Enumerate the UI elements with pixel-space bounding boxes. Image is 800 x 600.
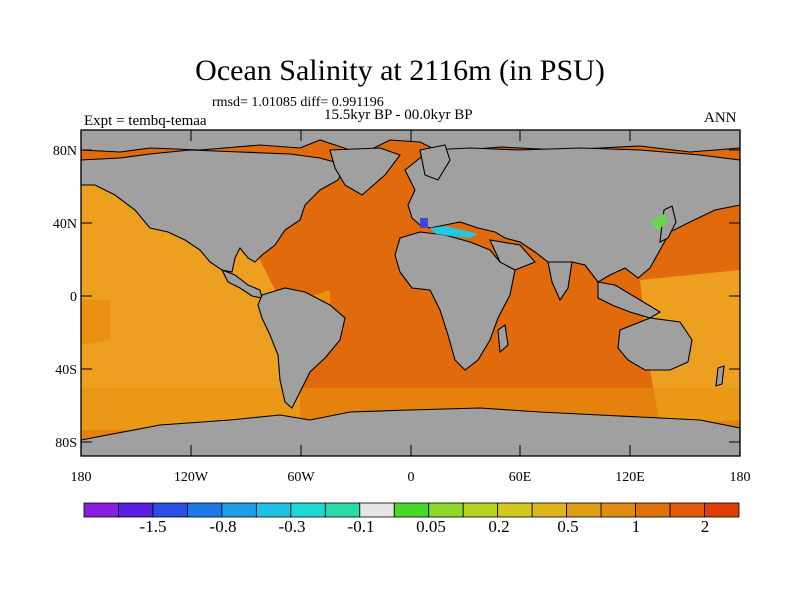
colorbar-swatch [83, 502, 119, 518]
colorbar-label: 1 [632, 517, 641, 536]
lon-label-60w: 60W [287, 470, 315, 485]
land-madagascar [497, 324, 509, 354]
salinity-map [80, 129, 741, 457]
colorbar-swatch [221, 502, 257, 518]
land-india [547, 261, 573, 302]
land-arabia [489, 239, 536, 271]
lon-label-180w: 180 [71, 470, 92, 485]
lat-label-0: 0 [70, 290, 77, 305]
lon-label-60e: 60E [509, 470, 532, 485]
colorbar-swatch [290, 502, 326, 518]
colorbar-label: -0.8 [210, 517, 237, 536]
mediterranean-cyan [430, 226, 478, 238]
colorbar-label: 2 [701, 517, 710, 536]
colorbar-swatch [531, 502, 568, 518]
colorbar-swatch [704, 502, 740, 518]
land-australia [617, 317, 693, 371]
land-north-america [80, 149, 346, 273]
colorbar-label: 0.05 [416, 517, 446, 536]
colorbar-swatch [600, 502, 636, 518]
colorbar-swatch [497, 502, 533, 518]
mediterranean-blue [420, 218, 428, 228]
ocean-zone-equatorial [81, 300, 110, 345]
colorbar-swatch [324, 502, 361, 518]
colorbar-swatch [462, 502, 499, 518]
colorbar-swatch [359, 502, 395, 518]
colorbar-label: -0.3 [279, 517, 306, 536]
lat-tick-marks [81, 149, 740, 443]
lon-tick-marks [190, 130, 631, 456]
lat-label-40n: 40N [53, 217, 77, 232]
land-new-zealand [715, 365, 725, 387]
period-label: 15.5kyr BP - 00.0kyr BP [324, 107, 473, 123]
colorbar-swatch [187, 502, 223, 518]
lon-label-120w: 120W [174, 470, 209, 485]
colorbar-swatch [669, 502, 705, 518]
colorbar-swatch [428, 502, 464, 518]
colorbar-label: 0.2 [488, 517, 509, 536]
land-greenland [329, 147, 401, 196]
lat-label-80n: 80N [53, 144, 77, 159]
colorbar-swatch [393, 502, 430, 518]
japan-sea-green [650, 214, 668, 230]
colorbar-labels: -1.5 -0.8 -0.3 -0.1 0.05 0.2 0.5 1 2 [140, 517, 710, 536]
map-title: Ocean Salinity at 2116m (in PSU) [195, 54, 605, 87]
colorbar-label: -0.1 [348, 517, 375, 536]
experiment-label: Expt = tembq-temaa [84, 113, 207, 129]
land-south-america [257, 287, 346, 409]
colorbar-swatch [152, 502, 188, 518]
land-scandinavia [419, 144, 451, 181]
colorbar-swatch [118, 502, 154, 518]
lon-label-180e: 180 [730, 470, 751, 485]
land-africa [394, 231, 516, 371]
colorbar-swatch [635, 502, 671, 518]
stats-label: rmsd= 1.01085 diff= 0.991196 [212, 95, 384, 110]
colorbar-swatch [566, 502, 602, 518]
colorbar-label: 0.5 [557, 517, 578, 536]
colorbar-label: -1.5 [140, 517, 167, 536]
lat-label-80s: 80S [55, 436, 77, 451]
lat-label-40s: 40S [55, 363, 77, 378]
season-label: ANN [704, 110, 737, 126]
lon-label-120e: 120E [615, 470, 645, 485]
colorbar-swatch [255, 502, 292, 518]
colorbar [83, 502, 740, 518]
lon-label-0: 0 [408, 470, 415, 485]
